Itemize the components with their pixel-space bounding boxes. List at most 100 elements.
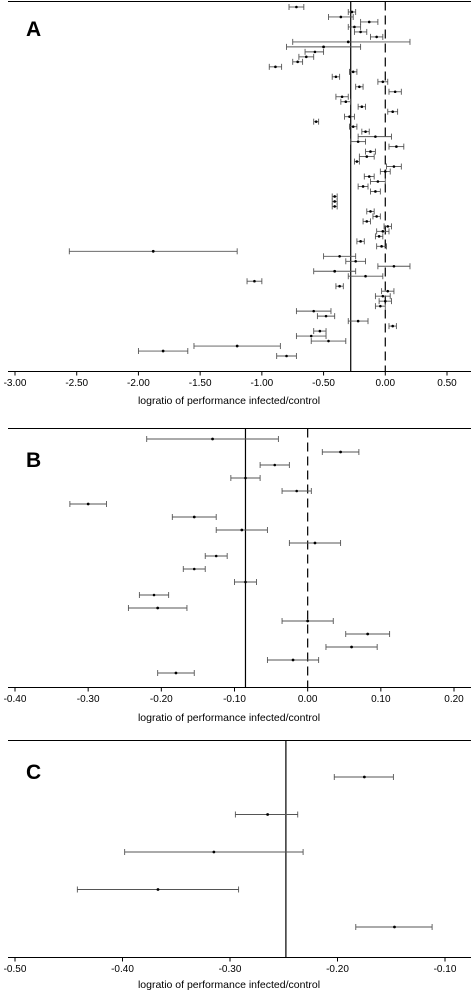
study-row [365,148,376,155]
x-tick-label: -0.40 [111,964,134,975]
point-estimate [318,329,322,333]
study-row [138,592,170,598]
study-row [377,263,411,270]
point-estimate [312,309,315,313]
study-row [357,133,392,140]
point-estimate [338,254,341,258]
study-row [349,123,358,130]
study-row [295,333,327,340]
point-estimate [192,515,196,519]
point-estimate [366,632,370,636]
study-row [316,313,336,320]
study-row [353,158,360,165]
study-row [286,43,362,50]
study-row [68,248,238,255]
study-row [295,308,332,315]
x-tick-label: 0.00 [376,378,396,389]
study-row [268,63,283,70]
study-row [298,53,315,60]
point-estimate [379,304,382,308]
study-row [288,540,342,546]
point-estimate [365,220,369,223]
study-row [387,108,399,115]
point-estimate [161,349,165,353]
x-tick-label: -0.10 [434,964,457,975]
panel-a-studies [68,4,411,359]
point-estimate [156,606,160,610]
study-row [357,183,369,190]
point-estimate [295,489,298,493]
point-estimate [356,319,360,323]
point-estimate [192,567,196,571]
study-row [349,68,358,75]
point-estimate [391,110,394,113]
point-estimate [360,105,364,109]
study-row [379,168,391,175]
point-estimate [361,185,365,188]
x-tick-label: -1.50 [189,378,212,389]
point-estimate [374,190,377,193]
point-estimate [235,344,239,348]
point-estimate [339,15,343,19]
study-row [370,33,384,40]
study-row [362,218,371,225]
x-tick-label: -0.30 [219,964,242,975]
point-estimate [274,65,277,69]
point-estimate [285,354,288,358]
study-row [292,58,304,65]
x-tick-label: -0.40 [4,694,27,705]
x-tick-label: 0.00 [298,694,318,705]
study-row [374,303,386,310]
study-row [76,886,240,893]
panel-a-reference-lines [350,1,386,372]
point-estimate [346,40,350,44]
study-row [370,188,381,195]
study-row [363,173,375,180]
study-row [360,18,379,25]
study-row [281,618,334,624]
x-tick-label: -2.00 [127,378,150,389]
point-estimate [369,150,372,153]
point-estimate [375,215,378,218]
panel-a: A -3.00 -2.50 -2.00 -1.50 -1.00 -0.50 0.00 0.50… [4,1,471,407]
study-row [383,223,392,230]
point-estimate [392,264,396,268]
point-estimate [364,274,367,278]
study-row [347,23,362,30]
x-tick-label: -0.30 [77,694,100,705]
panel-b-x-axis-label: logratio of performance infected/control [138,712,320,724]
study-row [345,258,366,265]
point-estimate [212,850,216,854]
panel-c: C -0.50 -0.40 -0.30 -0.20 -0.10 logratio of … [4,740,471,991]
point-estimate [333,195,336,198]
study-row [304,48,325,55]
study-row [292,38,411,45]
x-tick-label: -0.20 [326,964,349,975]
point-estimate [383,170,387,173]
point-estimate [296,60,299,64]
study-row [182,566,206,572]
point-estimate [348,115,351,118]
study-row [310,338,347,345]
point-estimate [351,70,355,74]
panel-c-studies [76,774,433,930]
x-tick-label: -3.00 [4,378,27,389]
study-row [313,268,357,275]
x-tick-label: -0.50 [312,378,335,389]
study-row [376,243,387,250]
study-row [313,328,327,335]
study-row [146,436,279,442]
study-row [234,811,299,818]
point-estimate [391,324,394,328]
point-estimate [350,10,354,14]
panel-a-letter: A [26,18,41,41]
study-row [124,849,304,855]
point-estimate [295,5,298,9]
study-row [313,118,320,125]
point-estimate [314,120,318,123]
point-estimate [369,210,372,213]
study-row [69,501,107,507]
study-row [335,283,344,290]
x-tick-label: 0.50 [437,378,457,389]
study-row [357,103,366,110]
